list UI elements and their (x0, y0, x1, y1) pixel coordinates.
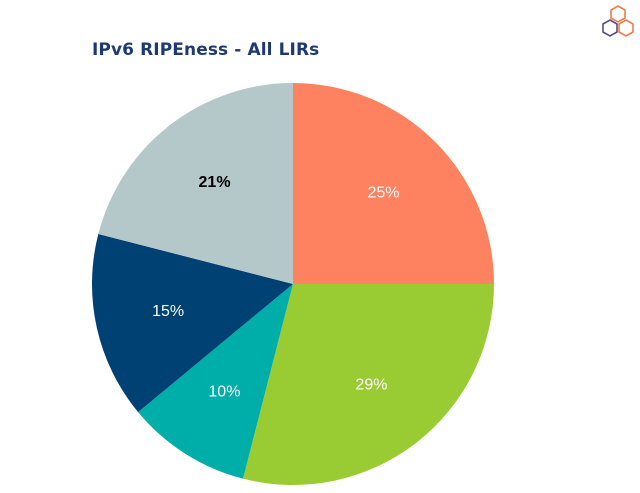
logo-hexagon-top (610, 5, 626, 23)
slice-label-4: 15% (152, 303, 184, 320)
pie-slices (92, 83, 494, 485)
pie-labels: 25% 29% 10% 15% 21% (152, 174, 399, 400)
slice-label-3: 10% (208, 383, 240, 400)
ripe-ncc-logo-icon (602, 5, 634, 37)
slice-label-5: 21% (199, 174, 231, 191)
slice-label-1: 25% (367, 185, 399, 202)
logo-hexagon-right (618, 19, 634, 37)
chart-title: IPv6 RIPEness - All LIRs (92, 40, 320, 60)
slice-label-2: 29% (355, 376, 387, 393)
pie-slice-5 (98, 83, 293, 284)
pie-slice-1 (293, 83, 494, 284)
logo-hexagon-left (602, 19, 618, 37)
pie-slice-3 (138, 284, 293, 479)
pie-slice-4 (92, 234, 293, 413)
pie-slice-2 (243, 284, 494, 485)
